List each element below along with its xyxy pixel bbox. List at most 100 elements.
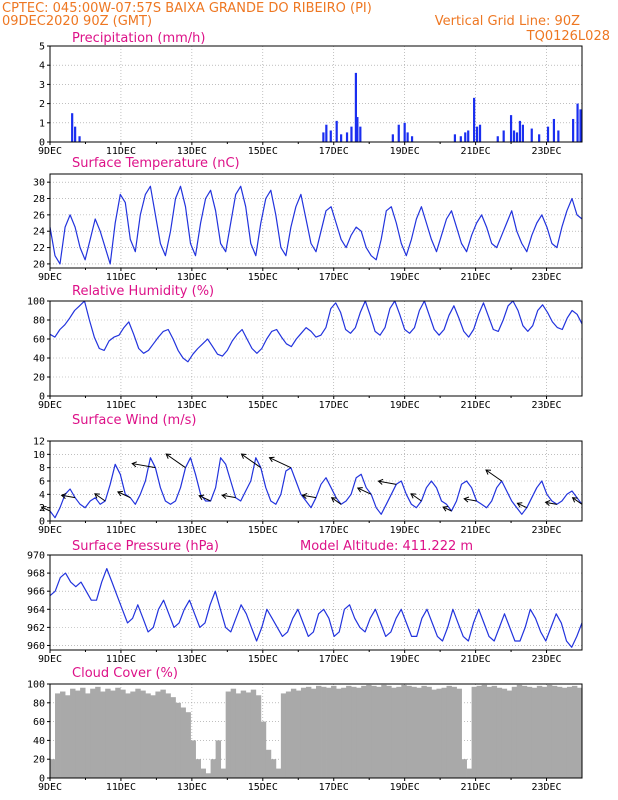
precip-bar — [502, 130, 505, 142]
wind-arrow — [572, 497, 583, 505]
wind-arrow-head — [131, 461, 137, 468]
header-model-id: TQ0126L028 — [526, 29, 610, 44]
y-tick-label: 100 — [27, 680, 45, 691]
cloud-bar — [391, 687, 397, 778]
precip-bar — [473, 97, 476, 142]
wind-arrow-head — [221, 493, 228, 499]
precip-bar — [354, 72, 357, 142]
precip-bar — [576, 103, 579, 142]
wind-arrow-head — [240, 453, 247, 459]
precip-bar — [340, 134, 343, 142]
wind-arrow — [357, 487, 372, 495]
cloud-bar — [190, 740, 196, 778]
y-tick-label: 3 — [39, 80, 45, 91]
y-tick-label: 960 — [27, 641, 45, 652]
y-tick-label: 962 — [27, 623, 45, 634]
x-tick-label: 19DEC — [390, 782, 420, 793]
wind-arrow — [485, 469, 502, 482]
y-tick-label: 22 — [33, 243, 45, 254]
x-tick-label: 23DEC — [531, 272, 561, 283]
cloud-bar — [55, 693, 61, 778]
x-tick-label: 9DEC — [38, 782, 62, 793]
y-tick-label: 12 — [33, 437, 45, 448]
precip-bar — [391, 134, 394, 142]
wind-arrow-head — [301, 493, 308, 499]
precip-bar — [509, 115, 513, 142]
y-tick-label: 20 — [33, 373, 45, 384]
y-tick-label: 8 — [39, 463, 45, 474]
y-tick-label: 60 — [33, 717, 45, 728]
cloud-bar — [305, 686, 312, 778]
cloud-bar — [456, 688, 462, 778]
panel-2: Surface Temperature (nC) 20 22 24 26 28 30 9DEC… — [33, 156, 583, 283]
x-tick-label: 17DEC — [319, 782, 349, 793]
cloud-bar — [280, 693, 287, 778]
cloud-bar — [396, 686, 402, 778]
y-tick-label: 1 — [39, 118, 45, 129]
cloud-bar — [90, 688, 96, 778]
cloud-bar — [50, 759, 56, 778]
header-run-date: 09DEC2020 90Z (GMT) — [2, 14, 152, 29]
cloud-bar — [451, 686, 457, 778]
cloud-bar — [321, 686, 327, 778]
plot-frame — [49, 554, 583, 651]
cloud-bar — [105, 688, 111, 778]
y-tick-label: 2 — [39, 99, 45, 110]
cloud-bar — [401, 684, 407, 778]
x-tick-label: 9DEC — [38, 525, 62, 536]
precip-bar — [397, 124, 400, 142]
cloud-bar — [170, 697, 176, 778]
x-tick-label: 23DEC — [531, 782, 561, 793]
cloud-bar — [501, 688, 508, 778]
x-tick-label: 15DEC — [248, 272, 278, 283]
wind-arrow — [117, 491, 131, 499]
y-tick-label: 0 — [39, 774, 45, 785]
y-tick-label: 4 — [39, 490, 45, 501]
cloud-bar — [481, 684, 488, 778]
x-tick-label: 19DEC — [390, 400, 420, 411]
x-tick-label: 21DEC — [461, 782, 491, 793]
precip-bar — [345, 132, 349, 142]
x-tick-label: 23DEC — [531, 146, 561, 157]
wind-arrow — [378, 480, 397, 485]
cloud-bar — [100, 691, 106, 778]
precip-bar — [557, 130, 560, 142]
x-tick-label: 17DEC — [319, 146, 349, 157]
cloud-bar — [431, 689, 437, 778]
wind-arrow-head — [198, 494, 205, 501]
wind-arrow-head — [571, 497, 578, 503]
x-tick-label: 23DEC — [531, 654, 561, 665]
precip-bar — [478, 124, 482, 142]
y-tick-label: 20 — [33, 755, 45, 766]
cloud-bar — [290, 688, 297, 778]
cloud-bar — [546, 684, 553, 778]
cloud-bar — [165, 693, 171, 778]
x-tick-label: 13DEC — [177, 525, 207, 536]
cloud-bar — [75, 690, 81, 778]
plot-frame — [49, 300, 583, 397]
cloud-bar — [421, 685, 427, 778]
wind-arrow — [410, 493, 422, 502]
cloud-bar — [185, 712, 191, 778]
precip-bar — [71, 113, 74, 142]
x-tick-label: 11DEC — [106, 782, 136, 793]
cloud-bar — [316, 685, 322, 778]
y-tick-label: 968 — [27, 569, 45, 580]
wind-arrow-head — [463, 496, 470, 503]
cloud-bar — [386, 685, 392, 778]
plot-frame — [49, 683, 583, 779]
cloud-bar — [496, 687, 503, 778]
wind-arrow-head — [377, 478, 384, 485]
cloud-bar — [506, 690, 513, 778]
x-tick-label: 19DEC — [390, 654, 420, 665]
y-tick-label: 964 — [27, 605, 45, 616]
precip-bar — [464, 132, 467, 142]
precip-bar — [521, 124, 524, 142]
panel-title: Precipitation (mm/h) — [72, 31, 205, 46]
panel-1: Precipitation (mm/h) 0 1 2 3 4 5 9DEC 11DEC 13DEC… — [38, 31, 583, 157]
x-tick-label: 17DEC — [319, 400, 349, 411]
precip-bar — [350, 126, 353, 142]
x-tick-label: 15DEC — [248, 146, 278, 157]
cloud-bar — [95, 686, 101, 778]
